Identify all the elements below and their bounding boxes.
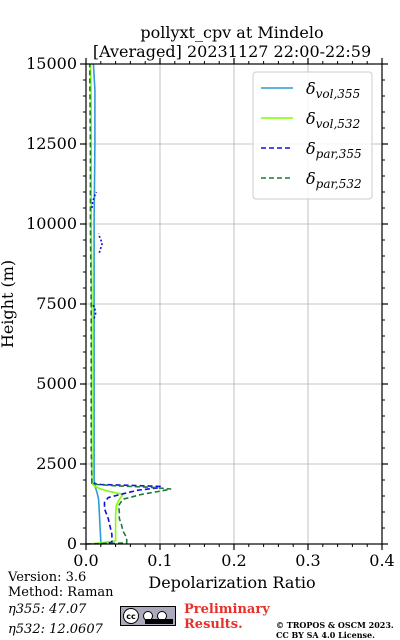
- preliminary-notice: Preliminary Results.: [184, 602, 270, 632]
- legend-label: δpar,355: [306, 139, 362, 161]
- y-tick-label: 2500: [36, 454, 77, 473]
- series-layer: [85, 63, 172, 545]
- copyright-notice: © TROPOS & OSCM 2023. CC BY SA 4.0 Licen…: [276, 620, 394, 640]
- x-axis-label: Depolarization Ratio: [148, 573, 315, 592]
- cc-label-bar: [145, 619, 173, 624]
- legend-subscript: vol,355: [316, 87, 361, 101]
- footer-method: Method: Raman: [8, 585, 114, 600]
- chart-title-line2: [Averaged] 20231127 22:00-22:59: [93, 42, 371, 61]
- cc-license-icon: cc: [120, 606, 176, 626]
- legend-label: δpar,532: [306, 169, 362, 191]
- preliminary-line2: Results.: [184, 617, 243, 632]
- footer-eta532: η532: 12.0607: [8, 622, 103, 637]
- legend-subscript: par,355: [316, 147, 362, 161]
- x-tick-label: 0.0: [73, 551, 98, 570]
- legend-symbol: δ: [306, 169, 316, 188]
- x-tick-label: 0.1: [147, 551, 172, 570]
- y-tick-label: 0: [67, 534, 77, 553]
- cc-circle-icon: cc: [123, 608, 139, 624]
- series-segment-par-355: [97, 233, 104, 254]
- legend-symbol: δ: [306, 139, 316, 158]
- axis-ticks: 0.0 0.1 0.2 0.3 0.4 0 2500 5000 7500 10000 12500 15…: [26, 54, 395, 570]
- legend-subscript: vol,532: [316, 117, 361, 131]
- y-tick-label: 10000: [26, 214, 77, 233]
- series-segment-par-355: [91, 303, 97, 319]
- x-tick-label: 0.3: [295, 551, 320, 570]
- footer-version: Version: 3.6: [8, 570, 87, 585]
- x-tick-label: 0.2: [221, 551, 246, 570]
- series-line-par-532: [85, 63, 172, 545]
- legend-box: [252, 71, 373, 200]
- legend-label: δvol,532: [306, 109, 360, 131]
- legend-symbol: δ: [306, 109, 316, 128]
- chart-title-line1: pollyxt_cpv at Mindelo: [140, 23, 323, 42]
- y-tick-label: 12500: [26, 134, 77, 153]
- y-axis-label: Height (m): [0, 260, 17, 348]
- legend-label: δvol,355: [306, 79, 360, 101]
- x-tick-label: 0.4: [369, 551, 394, 570]
- series-segment-par-355: [91, 191, 98, 209]
- footer-eta355: η355: 47.07: [8, 602, 87, 617]
- preliminary-line1: Preliminary: [184, 602, 270, 617]
- legend-subscript: par,532: [316, 177, 362, 191]
- series-line-par-355: [93, 482, 161, 545]
- y-tick-label: 15000: [26, 54, 77, 73]
- y-tick-label: 5000: [36, 374, 77, 393]
- series-line-vol-355: [92, 63, 102, 544]
- y-tick-label: 7500: [36, 294, 77, 313]
- copyright-line2: CC BY SA 4.0 License.: [276, 630, 375, 640]
- copyright-line1: © TROPOS & OSCM 2023.: [276, 620, 394, 630]
- legend-symbol: δ: [306, 79, 316, 98]
